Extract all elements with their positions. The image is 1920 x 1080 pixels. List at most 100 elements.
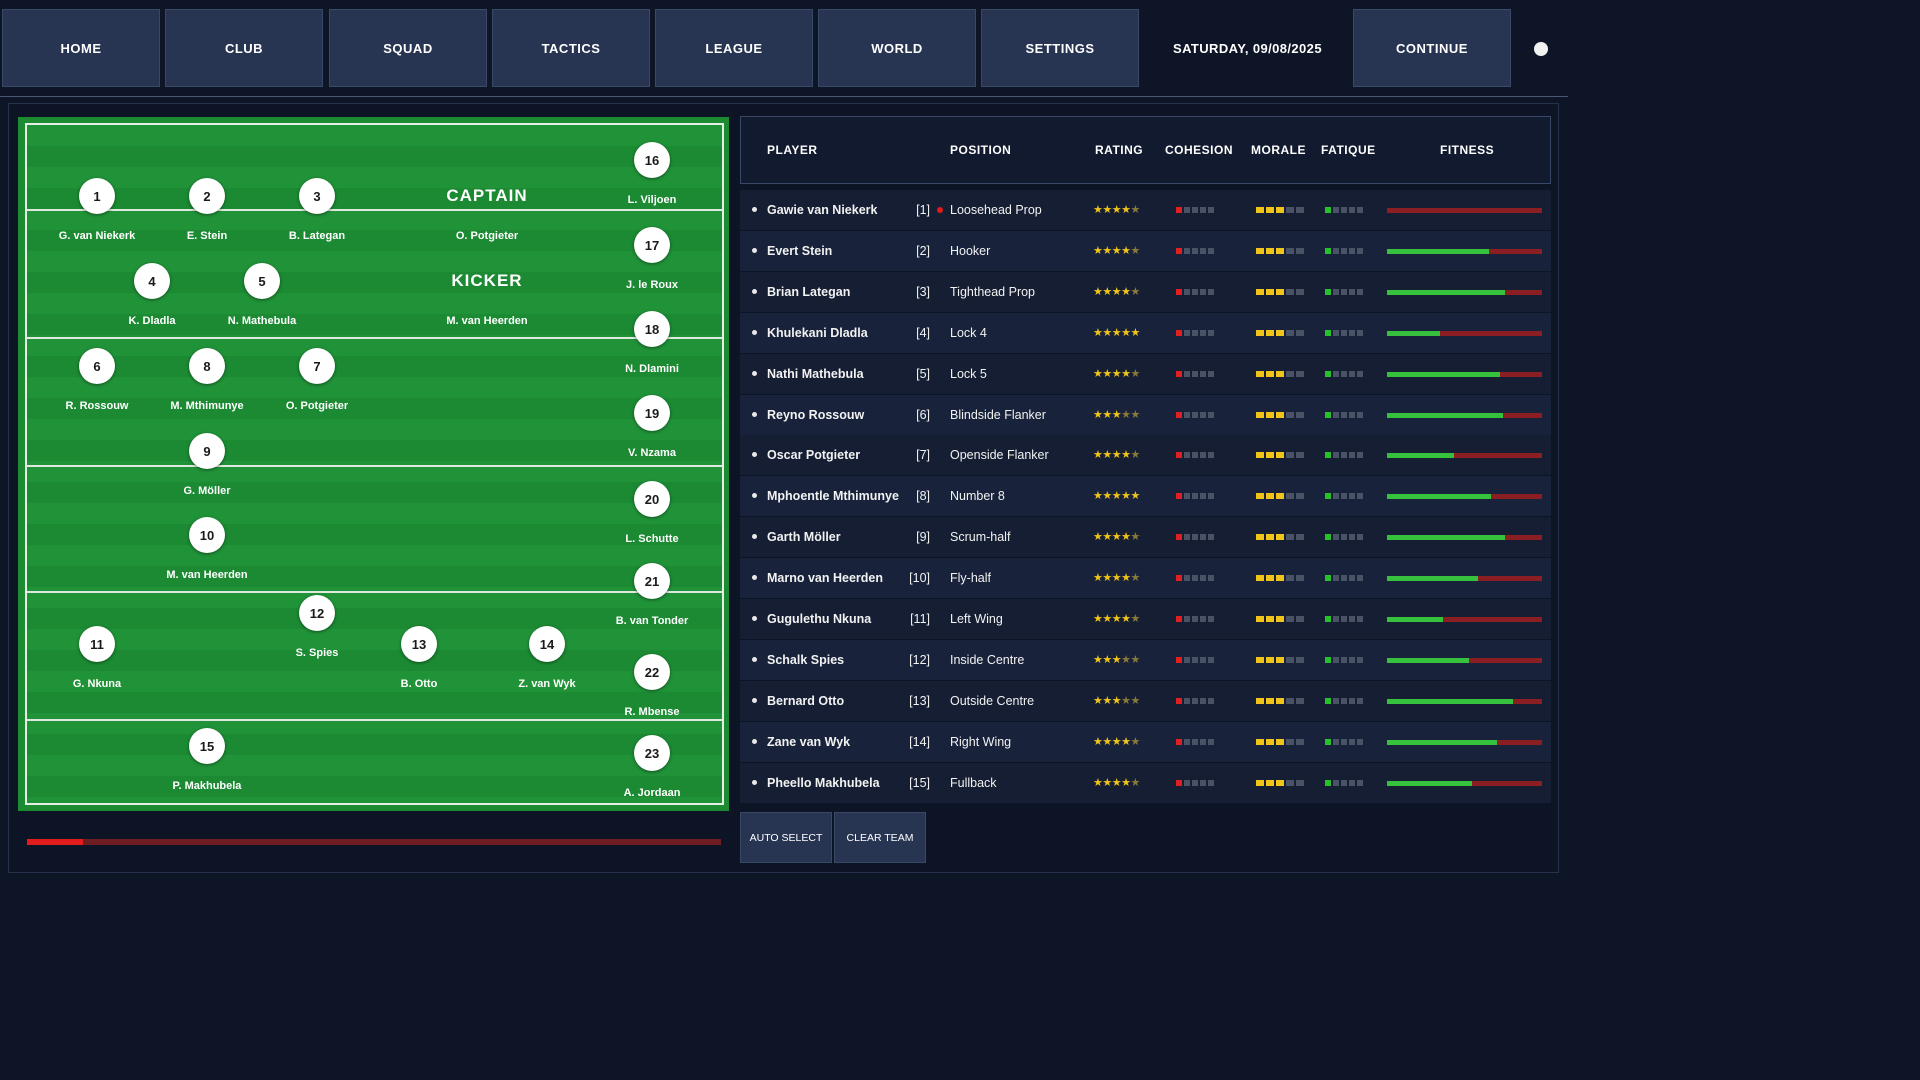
player-name[interactable]: Zane van Wyk	[767, 734, 851, 749]
captain-name[interactable]: O. Potgieter	[455, 230, 519, 242]
player-number-badge[interactable]: 13	[401, 626, 437, 662]
player-name-label[interactable]: N. Mathebula	[227, 315, 297, 327]
clear-team-button[interactable]: CLEAR TEAM	[834, 812, 926, 863]
player-number-badge[interactable]: 18	[634, 311, 670, 347]
header-rating[interactable]: RATING	[1095, 143, 1144, 157]
player-name-label[interactable]: R. Mbense	[624, 706, 680, 718]
header-cohesion[interactable]: COHESION	[1165, 143, 1234, 157]
fitness-bar	[1387, 657, 1542, 663]
player-name[interactable]: Gugulethu Nkuna	[767, 612, 872, 626]
player-number-badge[interactable]: 14	[529, 626, 565, 662]
nav-world-button[interactable]: WORLD	[818, 9, 976, 87]
table-row[interactable]: Garth Möller [9] Scrum-half ★★★★★	[740, 517, 1551, 558]
player-name-label[interactable]: M. van Heerden	[166, 569, 248, 581]
player-name-label[interactable]: E. Stein	[186, 230, 228, 242]
player-name-label[interactable]: N. Dlamini	[625, 363, 679, 375]
player-name[interactable]: Gawie van Niekerk	[767, 203, 878, 217]
player-number-badge[interactable]: 11	[79, 626, 115, 662]
table-row[interactable]: Khulekani Dladla [4] Lock 4 ★★★★★	[740, 312, 1551, 353]
table-row[interactable]: Reyno Rossouw [6] Blindside Flanker ★★★★★	[740, 394, 1551, 435]
player-number-badge[interactable]: 16	[634, 142, 670, 178]
player-number-badge[interactable]: 7	[299, 348, 335, 384]
player-number-badge[interactable]: 20	[634, 481, 670, 517]
player-name[interactable]: Brian Lategan	[767, 284, 851, 299]
table-row[interactable]: Gawie van Niekerk [1] Loosehead Prop ★★★★★	[740, 190, 1551, 230]
player-number-badge[interactable]: 22	[634, 654, 670, 690]
player-number-badge[interactable]: 6	[79, 348, 115, 384]
player-name-label[interactable]: B. Otto	[400, 678, 438, 690]
player-name-label[interactable]: G. Nkuna	[72, 678, 122, 690]
player-name[interactable]: Bernard Otto	[767, 693, 845, 708]
player-name[interactable]: Reyno Rossouw	[767, 407, 865, 422]
player-number-badge[interactable]: 10	[189, 517, 225, 553]
player-name-label[interactable]: S. Spies	[295, 647, 339, 659]
player-name-label[interactable]: V. Nzama	[628, 447, 676, 459]
nav-settings-button[interactable]: SETTINGS	[981, 9, 1139, 87]
player-number-badge[interactable]: 1	[79, 178, 115, 214]
table-row[interactable]: Pheello Makhubela [15] Fullback ★★★★★	[740, 762, 1551, 803]
nav-home-button[interactable]: HOME	[2, 9, 160, 87]
player-name-label[interactable]: A. Jordaan	[623, 787, 681, 799]
pip	[1184, 452, 1190, 459]
player-number-badge[interactable]: 12	[299, 595, 335, 631]
table-row[interactable]: Bernard Otto [13] Outside Centre ★★★★★	[740, 680, 1551, 721]
fitness-bar-fill	[1387, 494, 1491, 500]
player-name-label[interactable]: O. Potgieter	[285, 400, 349, 412]
table-row[interactable]: Zane van Wyk [14] Right Wing ★★★★★	[740, 721, 1551, 762]
player-name[interactable]: Pheello Makhubela	[767, 775, 880, 790]
nav-tactics-button[interactable]: TACTICS	[492, 9, 650, 87]
player-number-badge[interactable]: 2	[189, 178, 225, 214]
nav-club-button[interactable]: CLUB	[165, 9, 323, 87]
table-row[interactable]: Schalk Spies [12] Inside Centre ★★★★★	[740, 639, 1551, 680]
table-row[interactable]: Evert Stein [2] Hooker ★★★★★	[740, 230, 1551, 271]
player-name[interactable]: Oscar Potgieter	[767, 448, 861, 463]
player-name[interactable]: Nathi Mathebula	[767, 366, 864, 381]
player-name-label[interactable]: M. Mthimunye	[170, 400, 244, 412]
header-position[interactable]: POSITION	[950, 143, 1012, 157]
player-number-badge[interactable]: 21	[634, 563, 670, 599]
auto-select-button[interactable]: AUTO SELECT	[740, 812, 832, 863]
player-name-label[interactable]: B. van Tonder	[615, 615, 689, 627]
player-number-badge[interactable]: 5	[244, 263, 280, 299]
table-row[interactable]: Oscar Potgieter [7] Openside Flanker ★★★★★	[740, 435, 1551, 476]
player-number-badge[interactable]: 8	[189, 348, 225, 384]
player-name-label[interactable]: K. Dladla	[128, 315, 176, 327]
player-name[interactable]: Mphoentle Mthimunye	[767, 489, 899, 504]
player-name-label[interactable]: G. Möller	[183, 485, 231, 497]
player-name-label[interactable]: J. le Roux	[626, 279, 678, 291]
player-name[interactable]: Evert Stein	[767, 243, 833, 258]
player-name-label[interactable]: L. Viljoen	[627, 194, 677, 206]
table-row[interactable]: Marno van Heerden [10] Fly-half ★★★★★	[740, 558, 1551, 599]
header-morale[interactable]: MORALE	[1251, 143, 1306, 157]
header-fitness[interactable]: FITNESS	[1440, 143, 1495, 157]
table-row[interactable]: Gugulethu Nkuna [11] Left Wing ★★★★★	[740, 599, 1551, 639]
player-number-badge[interactable]: 17	[634, 227, 670, 263]
player-number-badge[interactable]: 3	[299, 178, 335, 214]
player-name-label[interactable]: Z. van Wyk	[518, 678, 576, 690]
player-name-label[interactable]: P. Makhubela	[172, 780, 242, 792]
kicker-name[interactable]: M. van Heerden	[446, 315, 528, 327]
table-row[interactable]: Brian Lategan [3] Tighthead Prop ★★★★★	[740, 271, 1551, 312]
pip	[1176, 575, 1182, 582]
header-player[interactable]: PLAYER	[767, 143, 818, 157]
player-number-badge[interactable]: 23	[634, 735, 670, 771]
player-number-badge[interactable]: 9	[189, 433, 225, 469]
nav-league-button[interactable]: LEAGUE	[655, 9, 813, 87]
nav-squad-button[interactable]: SQUAD	[329, 9, 487, 87]
player-number-badge[interactable]: 15	[189, 728, 225, 764]
continue-button[interactable]: CONTINUE	[1353, 9, 1511, 87]
player-name[interactable]: Khulekani Dladla	[767, 325, 868, 340]
player-name-label[interactable]: L. Schutte	[625, 533, 679, 545]
player-name-label[interactable]: G. van Niekerk	[58, 230, 136, 242]
table-row[interactable]: Nathi Mathebula [5] Lock 5 ★★★★★	[740, 353, 1551, 394]
player-name[interactable]: Schalk Spies	[767, 652, 845, 667]
player-name[interactable]: Garth Möller	[767, 530, 841, 545]
player-number-badge[interactable]: 19	[634, 395, 670, 431]
player-name[interactable]: Marno van Heerden	[767, 571, 884, 586]
player-number-badge[interactable]: 4	[134, 263, 170, 299]
bullet-icon	[752, 616, 757, 621]
header-fatigue[interactable]: FATIQUE	[1321, 143, 1376, 157]
table-row[interactable]: Mphoentle Mthimunye [8] Number 8 ★★★★★	[740, 476, 1551, 517]
player-name-label[interactable]: B. Lategan	[288, 230, 346, 242]
player-name-label[interactable]: R. Rossouw	[65, 400, 129, 412]
